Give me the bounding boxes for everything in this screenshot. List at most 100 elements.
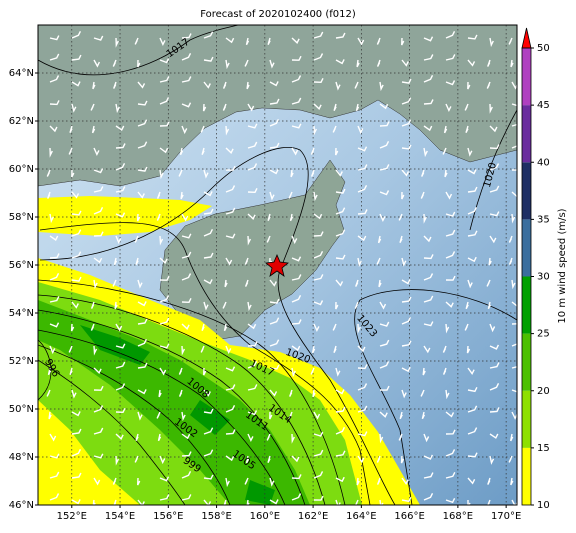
barb bbox=[181, 125, 188, 135]
barb bbox=[225, 429, 236, 435]
barb bbox=[379, 321, 390, 327]
barb bbox=[112, 477, 117, 485]
barb bbox=[487, 59, 491, 67]
barb bbox=[203, 31, 214, 39]
barb bbox=[269, 411, 273, 420]
barb bbox=[181, 273, 192, 281]
barb bbox=[134, 235, 139, 243]
barb bbox=[137, 59, 141, 68]
barb bbox=[203, 499, 212, 505]
barb bbox=[445, 251, 456, 259]
barb bbox=[267, 455, 271, 464]
barb bbox=[445, 411, 455, 418]
barb bbox=[423, 472, 434, 479]
barb bbox=[401, 97, 412, 105]
barb bbox=[91, 125, 96, 134]
barb bbox=[442, 367, 447, 375]
barb bbox=[269, 279, 277, 287]
barb bbox=[48, 411, 52, 420]
barb bbox=[422, 367, 426, 376]
barb bbox=[203, 449, 214, 457]
barb bbox=[376, 257, 381, 265]
barb bbox=[291, 294, 302, 303]
barb bbox=[335, 279, 344, 287]
colorbar-tick-label: 30 bbox=[537, 272, 550, 283]
barb bbox=[181, 345, 186, 356]
barb bbox=[137, 389, 147, 395]
barb bbox=[156, 191, 161, 199]
barb bbox=[71, 169, 75, 178]
barb bbox=[467, 452, 478, 458]
barb bbox=[159, 455, 166, 465]
barb bbox=[464, 323, 469, 331]
barb bbox=[225, 207, 236, 215]
barb bbox=[181, 494, 192, 501]
barb bbox=[269, 59, 275, 69]
barb bbox=[335, 81, 341, 91]
barb bbox=[247, 323, 257, 330]
barb bbox=[489, 407, 500, 413]
barb bbox=[445, 449, 456, 457]
barb bbox=[445, 323, 450, 334]
barb bbox=[178, 169, 183, 177]
barb bbox=[420, 191, 425, 199]
barb bbox=[376, 477, 381, 485]
colorbar-band bbox=[522, 390, 531, 448]
barb bbox=[46, 169, 51, 177]
barb bbox=[222, 301, 227, 309]
barb bbox=[467, 230, 478, 237]
barb bbox=[159, 367, 167, 376]
barb bbox=[379, 103, 389, 110]
barb bbox=[379, 190, 390, 196]
barb bbox=[313, 300, 324, 306]
barb bbox=[159, 121, 170, 127]
barb bbox=[445, 54, 456, 61]
barb bbox=[137, 119, 148, 127]
barb bbox=[244, 257, 249, 265]
barb bbox=[112, 59, 117, 67]
barb bbox=[225, 37, 235, 44]
barb bbox=[335, 367, 341, 377]
barb bbox=[467, 34, 478, 40]
barb bbox=[181, 251, 192, 259]
barb bbox=[291, 147, 299, 156]
barb bbox=[335, 499, 341, 505]
barb bbox=[445, 497, 456, 504]
barb bbox=[357, 209, 368, 215]
barb bbox=[181, 33, 192, 39]
barb bbox=[489, 235, 497, 244]
barb bbox=[178, 389, 183, 397]
barb bbox=[354, 499, 359, 505]
barb bbox=[467, 169, 477, 175]
barb bbox=[357, 184, 368, 193]
barb bbox=[511, 103, 517, 107]
barb bbox=[379, 301, 387, 310]
barb bbox=[401, 119, 412, 127]
barb bbox=[508, 235, 513, 243]
barb bbox=[335, 389, 345, 395]
barb bbox=[489, 455, 495, 465]
barb bbox=[313, 213, 323, 220]
barb bbox=[313, 449, 324, 457]
barb bbox=[398, 433, 403, 441]
barb bbox=[467, 256, 477, 263]
barb bbox=[181, 433, 191, 440]
x-tick-label: 158°E bbox=[201, 511, 231, 522]
barb bbox=[401, 78, 412, 84]
barb bbox=[181, 213, 189, 222]
barb bbox=[420, 389, 425, 397]
barb bbox=[269, 477, 275, 487]
wind-barbs bbox=[46, 30, 517, 505]
barb bbox=[159, 58, 170, 64]
barb bbox=[313, 77, 324, 84]
barb bbox=[401, 477, 409, 486]
barb bbox=[379, 121, 390, 127]
barb bbox=[93, 367, 102, 374]
barb bbox=[225, 257, 233, 266]
barb bbox=[157, 433, 162, 442]
barb bbox=[379, 499, 384, 505]
barb bbox=[421, 169, 425, 177]
barb bbox=[357, 405, 368, 413]
barb bbox=[291, 55, 302, 61]
barb bbox=[511, 213, 516, 224]
